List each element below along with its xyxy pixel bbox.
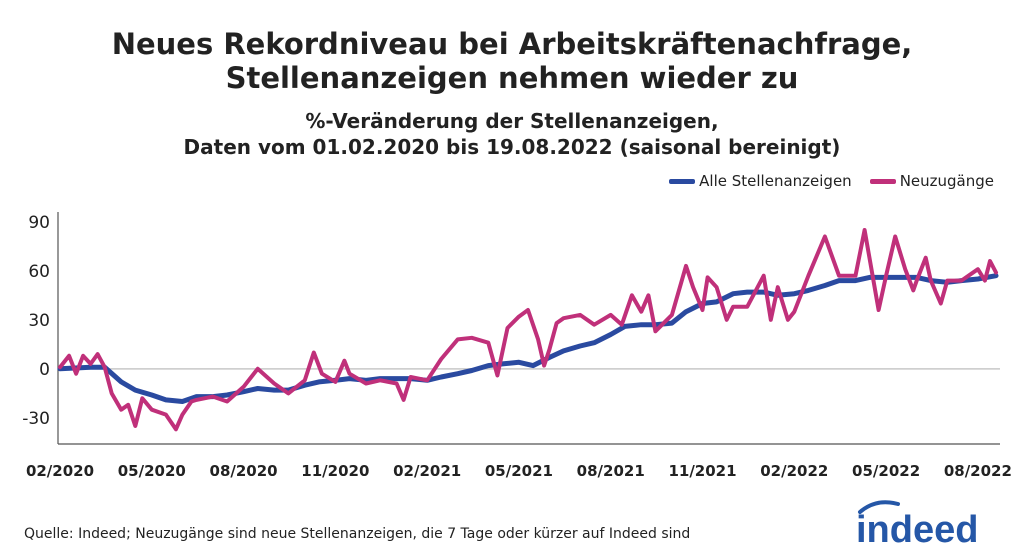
logo-wordmark: indeed xyxy=(856,509,978,550)
source-note: Quelle: Indeed; Neuzugänge sind neue Ste… xyxy=(24,526,691,542)
logo-arc-icon xyxy=(858,500,900,514)
x-tick-label: 08/2020 xyxy=(210,462,278,480)
x-tick-label: 05/2020 xyxy=(118,462,186,480)
x-tick-label: 11/2021 xyxy=(668,462,736,480)
subtitle-line-2: Daten vom 01.02.2020 bis 19.08.2022 (sai… xyxy=(183,135,841,159)
x-tick-label: 08/2022 xyxy=(944,462,1012,480)
subtitle-line-1: %-Veränderung der Stellenanzeigen, xyxy=(305,109,719,133)
chart-title: Neues Rekordniveau bei Arbeitskräftenach… xyxy=(0,27,1024,95)
legend-label: Neuzugänge xyxy=(899,172,994,190)
series-line-neuzugaenge xyxy=(58,228,998,432)
legend-item-alle: Alle Stellenanzeigen xyxy=(669,172,852,190)
title-line-2: Stellenanzeigen nehmen wieder zu xyxy=(225,61,799,95)
x-tick-label: 05/2021 xyxy=(485,462,553,480)
y-tick-label: -30 xyxy=(22,409,50,429)
title-line-1: Neues Rekordniveau bei Arbeitskräftenach… xyxy=(111,27,913,61)
y-tick-label: 30 xyxy=(28,311,50,331)
legend-swatch xyxy=(869,178,896,184)
legend-item-neu: Neuzugänge xyxy=(869,172,994,190)
x-tick-label: 08/2021 xyxy=(577,462,645,480)
x-tick-label: 02/2022 xyxy=(760,462,828,480)
y-tick-label: 0 xyxy=(39,360,50,380)
legend-label: Alle Stellenanzeigen xyxy=(699,172,852,190)
series-line-alle-stellenanzeigen xyxy=(57,273,999,404)
indeed-logo: indeed xyxy=(856,500,978,550)
x-tick-label: 02/2021 xyxy=(393,462,461,480)
legend-swatch xyxy=(669,178,696,184)
y-tick-label: 60 xyxy=(28,262,50,282)
x-tick-label: 11/2020 xyxy=(301,462,369,480)
x-tick-label: 05/2022 xyxy=(852,462,920,480)
chart-subtitle: %-Veränderung der Stellenanzeigen, Daten… xyxy=(0,108,1024,160)
y-tick-label: 90 xyxy=(28,213,50,233)
x-tick-label: 02/2020 xyxy=(26,462,94,480)
legend: Alle Stellenanzeigen Neuzugänge xyxy=(659,172,994,190)
